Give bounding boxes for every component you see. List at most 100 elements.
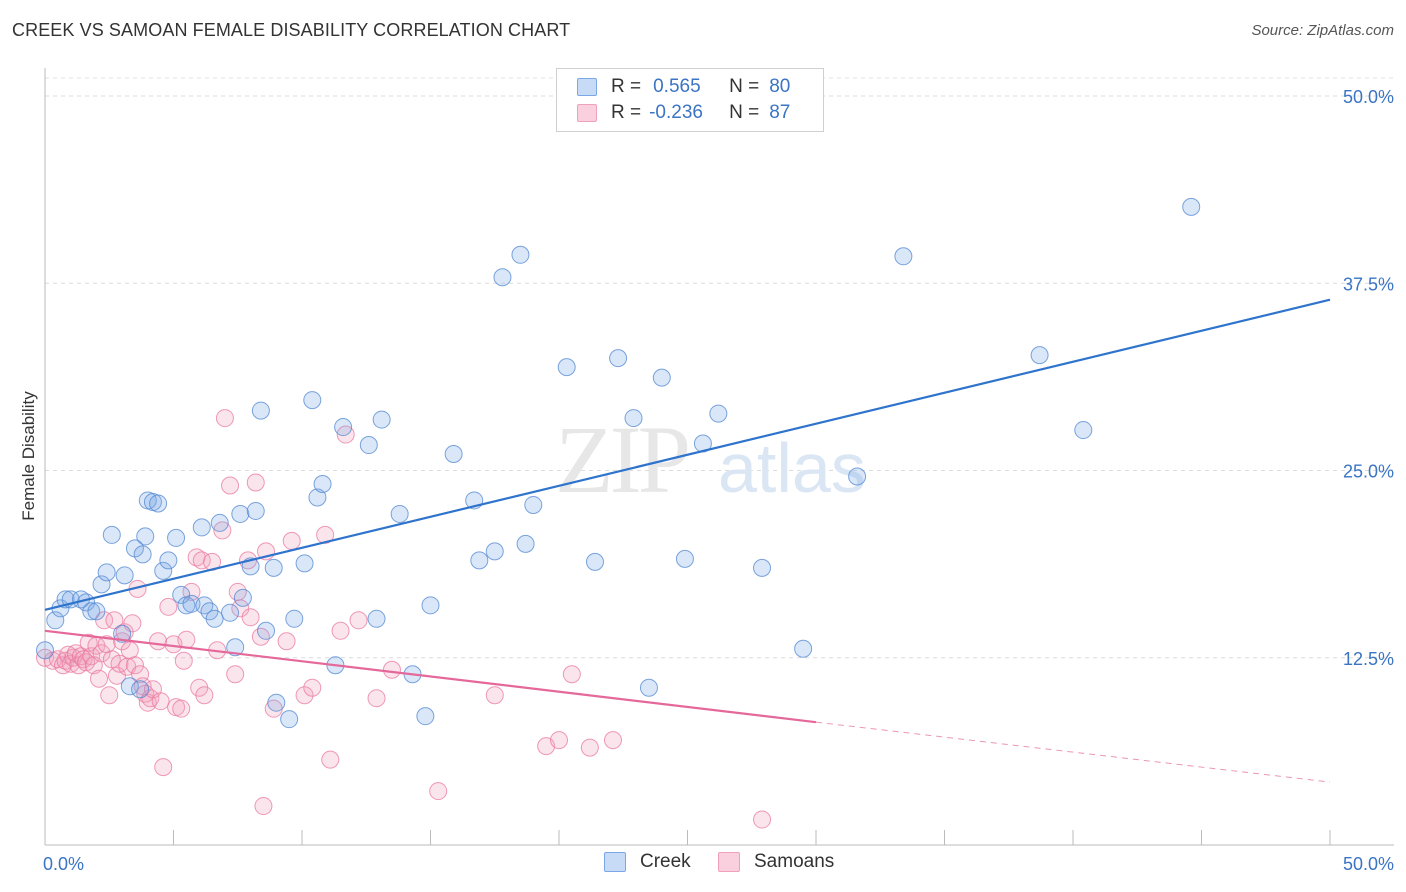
creek-point [257, 621, 276, 640]
creek-point [133, 545, 152, 564]
samoan-point [177, 630, 196, 649]
samoan-point [303, 678, 322, 697]
samoan-point [215, 409, 234, 428]
samoan-point [429, 782, 448, 801]
creek-point [524, 495, 543, 514]
creek-point [192, 518, 211, 537]
samoan-point [331, 621, 350, 640]
creek-point [221, 603, 240, 622]
creek-point [226, 638, 245, 657]
samoan-point [95, 611, 114, 630]
creek-point [1074, 421, 1093, 440]
samoan-point [241, 608, 260, 627]
creek-point [416, 707, 435, 726]
samoan-point [277, 632, 296, 651]
legend-item-creek[interactable]: Creek [604, 851, 691, 873]
creek-point [652, 368, 671, 387]
samoan-n-value: 87 [769, 102, 791, 123]
creek-point [82, 602, 101, 621]
stats-legend: R = 0.565 N = 80 R = -0.236 N = 87 [556, 68, 824, 132]
creek-point [390, 504, 409, 523]
creek-n-value: 80 [769, 76, 791, 97]
creek-point [485, 542, 504, 561]
creek-point [115, 566, 134, 585]
creek-point [609, 349, 628, 368]
creek-point [246, 501, 265, 520]
samoan-point [105, 611, 124, 630]
legend-item-samoans[interactable]: Samoans [718, 851, 834, 873]
creek-point [334, 418, 353, 437]
samoan-point [100, 686, 119, 705]
samoan-point [316, 525, 335, 544]
samoan-point [753, 810, 772, 829]
creek-point [367, 609, 386, 628]
samoan-point [174, 651, 193, 670]
creek-point [557, 358, 576, 377]
creek-point [36, 641, 54, 660]
samoan-point [226, 665, 245, 684]
creek-point [120, 677, 139, 696]
creek-point [359, 436, 378, 455]
creek-point [159, 551, 178, 570]
creek-point [470, 551, 489, 570]
chart-title: CREEK VS SAMOAN FEMALE DISABILITY CORREL… [12, 20, 571, 40]
creek-point [493, 268, 512, 287]
samoan-point [282, 531, 301, 550]
watermark-atlas: atlas [718, 429, 866, 507]
creek-point [136, 527, 155, 546]
samoan-point [254, 797, 273, 816]
tick-labels: 12.5% 25.0% 37.5% 50.0% 0.0% 50.0% [43, 87, 1394, 874]
samoan-point [195, 686, 214, 705]
samoan-point [92, 644, 111, 663]
creek-point [1030, 346, 1049, 365]
creek-point [585, 552, 604, 571]
samoan-point [251, 627, 270, 646]
creek-point [172, 585, 191, 604]
creek-point [308, 488, 327, 507]
samoan-point [580, 738, 599, 757]
creek-point [675, 549, 694, 568]
creek-point [102, 525, 121, 544]
creek-point [444, 445, 463, 464]
samoan-swatch [577, 104, 597, 122]
creek-point [167, 528, 186, 547]
x-tick-label-min: 0.0% [43, 854, 84, 874]
creek-point [149, 494, 168, 513]
y-tick-label: 50.0% [1343, 87, 1394, 107]
samoan-trend-line [44, 629, 817, 724]
samoan-point [246, 473, 265, 492]
creek-n-label: N = [729, 76, 760, 97]
samoan-trend-extension [815, 721, 1331, 783]
creek-point [421, 596, 440, 615]
creek-trend-line [44, 298, 1331, 611]
creek-point [233, 588, 252, 607]
creek-point [231, 504, 250, 523]
creek-point [264, 558, 283, 577]
creek-point [97, 563, 116, 582]
creek-point [46, 611, 65, 630]
creek-point [753, 558, 772, 577]
samoan-point [172, 699, 191, 718]
legend-row-samoan: R = -0.236 N = 87 [577, 101, 790, 125]
creek-point [624, 409, 643, 428]
samoan-point [550, 731, 568, 750]
y-tick-label: 25.0% [1343, 462, 1394, 482]
creek-point [511, 245, 530, 264]
chart-source: Source: ZipAtlas.com [1251, 22, 1394, 39]
x-tick-label-max: 50.0% [1343, 854, 1394, 874]
samoan-point [71, 647, 90, 666]
creek-point [205, 609, 224, 628]
creek-point [267, 693, 286, 712]
series-legend: Creek Samoans [0, 851, 1406, 877]
creek-point [794, 639, 813, 658]
series-samoans [36, 409, 772, 829]
samoan-point [151, 692, 170, 711]
creek-point [87, 602, 106, 621]
samoan-legend-label: Samoans [754, 851, 835, 872]
creek-point [210, 513, 229, 532]
axes [44, 68, 1394, 846]
samoan-point [221, 476, 240, 495]
samoan-point [603, 731, 622, 750]
creek-point [182, 594, 201, 613]
